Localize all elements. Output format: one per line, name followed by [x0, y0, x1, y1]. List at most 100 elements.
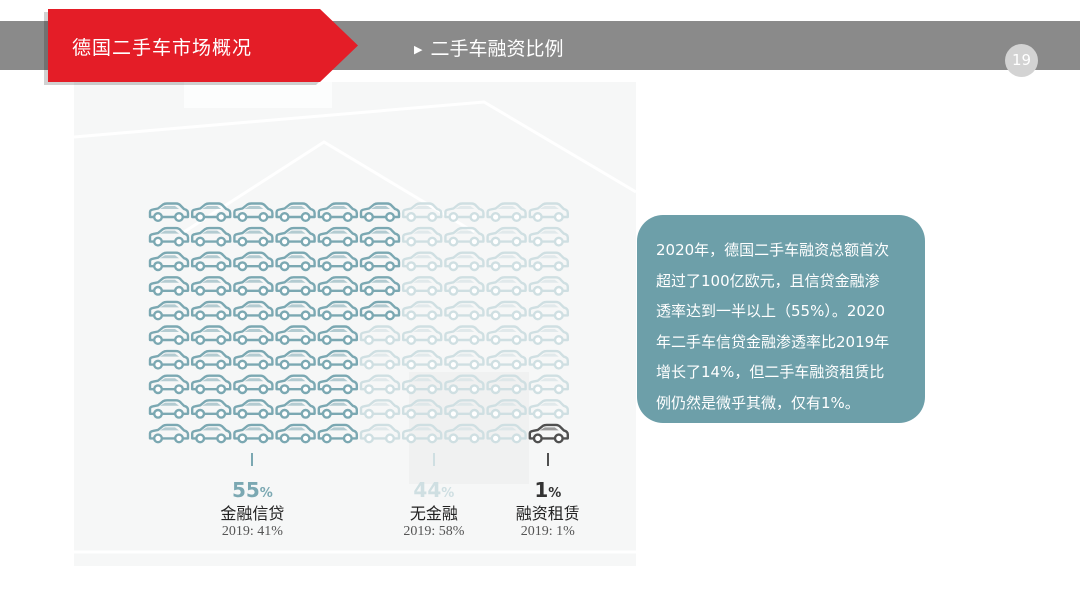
car-icon: [233, 399, 274, 419]
car-icon: [359, 202, 401, 222]
category-label: 金融信贷: [220, 504, 285, 523]
car-icon: [402, 226, 443, 247]
car-icon: [275, 423, 316, 444]
car-icon: [233, 349, 274, 370]
car-icon: [359, 374, 401, 395]
marker-tick: [546, 453, 549, 466]
car-icon: [148, 423, 190, 444]
car-icon: [275, 325, 316, 345]
car-icon: [402, 374, 443, 395]
car-icon: [444, 251, 485, 272]
car-icon: [233, 226, 274, 247]
info-box: 2020年，德国二手车融资总额首次 超过了100亿欧元，且信贷金融渗 透率达到一…: [637, 215, 925, 423]
car-icon: [233, 423, 274, 444]
car-icon: [359, 251, 401, 272]
car-icon: [444, 202, 485, 222]
car-icon: [486, 251, 527, 272]
car-icon: [444, 276, 485, 296]
car-icon: [402, 251, 443, 272]
car-icon: [359, 325, 401, 345]
car-icon: [486, 202, 527, 222]
car-icon: [275, 226, 316, 247]
car-icon: [275, 251, 316, 272]
info-line: 超过了100亿欧元，且信贷金融渗: [656, 271, 880, 290]
car-icon: [486, 325, 527, 345]
car-icon: [317, 226, 358, 247]
car-icon: [317, 202, 358, 222]
percentage-value: 44: [413, 478, 442, 502]
car-icon: [275, 300, 316, 321]
car-icon: [233, 300, 274, 321]
percentage-label: 44%: [394, 478, 474, 502]
car-icon: [148, 325, 190, 345]
car-icon: [486, 226, 527, 247]
background-panel: [73, 82, 637, 566]
percentage-unit: %: [259, 486, 273, 501]
car-icon: [190, 300, 232, 321]
car-icon: [528, 226, 569, 247]
percentage-label: 1%: [508, 478, 588, 502]
car-icon: [148, 374, 190, 395]
car-icon: [190, 226, 232, 247]
percentage-value: 55: [231, 478, 260, 502]
car-icon: [275, 276, 316, 296]
car-icon: [275, 399, 316, 419]
info-line: 年二手车信贷金融渗透率比2019年: [656, 332, 890, 351]
car-icon: [317, 325, 358, 345]
car-icon: [486, 276, 527, 296]
car-icon: [402, 202, 443, 222]
info-line: 透率达到一半以上（55%）。2020: [656, 302, 886, 320]
car-icon: [148, 399, 190, 419]
car-icon: [148, 226, 190, 247]
car-icon: [148, 202, 190, 222]
car-icon: [444, 399, 485, 419]
car-icon: [233, 374, 274, 395]
car-icon: [190, 251, 232, 272]
car-icon: [148, 349, 190, 370]
car-icon: [148, 276, 190, 296]
car-icon: [317, 276, 358, 296]
prior-year-label: 2019: 58%: [403, 524, 465, 539]
car-icon: [402, 300, 443, 321]
car-icon: [275, 349, 316, 370]
car-icon: [275, 374, 316, 395]
car-icon: [528, 399, 569, 419]
car-icon: [444, 300, 485, 321]
info-line: 增长了14%，但二手车融资租赁比: [656, 363, 885, 381]
car-icon: [486, 349, 527, 370]
category-label: 无金融: [409, 504, 458, 523]
car-icon: [233, 251, 274, 272]
background-house-outline: [73, 82, 637, 566]
car-icon: [486, 423, 527, 444]
car-icon: [528, 300, 569, 321]
car-icon: [317, 251, 358, 272]
car-icon: [444, 349, 485, 370]
car-icon: [402, 399, 443, 419]
triangle-bullet-icon: ▶: [414, 43, 423, 56]
info-line: 2020年，德国二手车融资总额首次: [656, 241, 890, 259]
car-icon: [444, 226, 485, 247]
car-icon: [402, 349, 443, 370]
section-tab: [48, 9, 358, 82]
car-icon: [317, 399, 358, 419]
car-icon: [486, 300, 527, 321]
car-icon: [190, 399, 232, 419]
marker-tick: [251, 453, 254, 466]
car-icon: [359, 276, 401, 296]
prior-year-label: 2019: 41%: [221, 524, 283, 539]
car-icon: [190, 374, 232, 395]
car-icon: [359, 226, 401, 247]
car-icon: [317, 374, 358, 395]
car-icon: [148, 300, 190, 321]
page-number: 19: [1005, 44, 1038, 77]
car-icon: [190, 325, 232, 345]
car-icon: [359, 300, 401, 321]
car-icon: [402, 325, 443, 345]
car-icon: [486, 399, 527, 419]
car-icon: [402, 423, 443, 444]
slide-subtitle: ▶ 二手车融资比例: [414, 34, 563, 61]
car-icon: [444, 374, 485, 395]
prior-year-label: 2019: 1%: [520, 524, 575, 539]
car-icon: [190, 202, 232, 222]
car-icon: [190, 423, 232, 444]
